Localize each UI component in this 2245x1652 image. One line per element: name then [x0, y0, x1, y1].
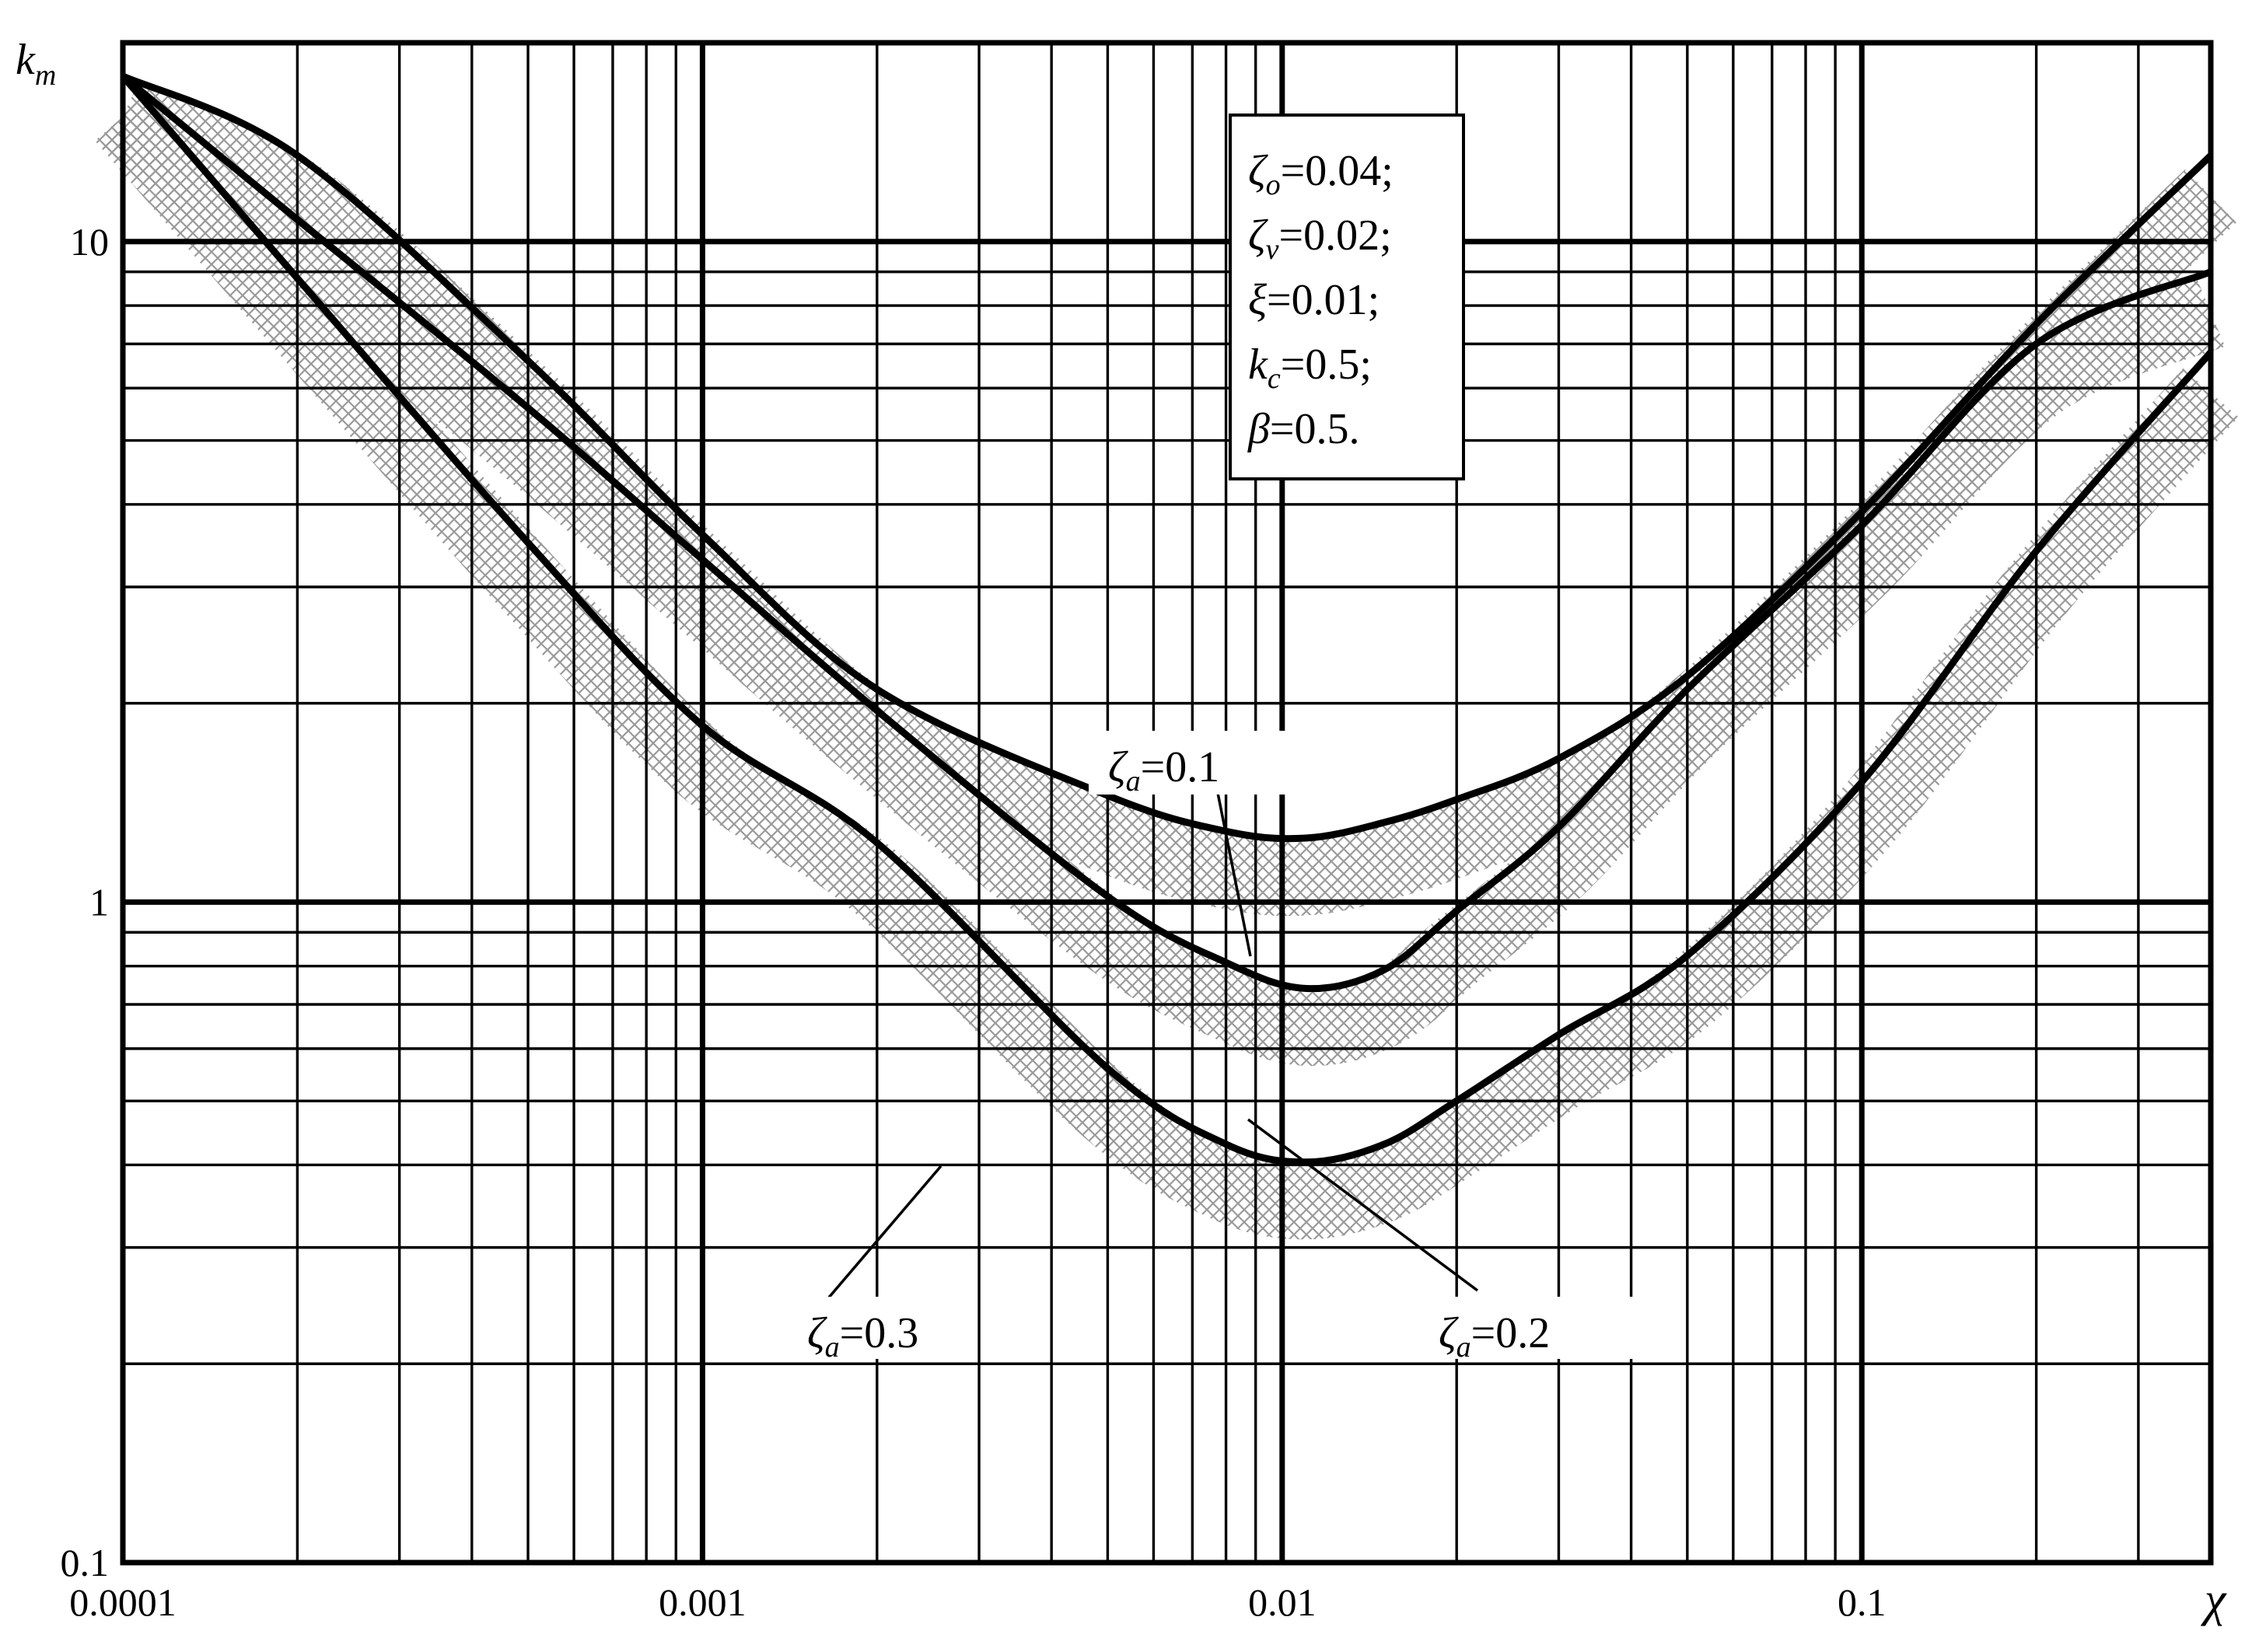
y-tick-label: 10 — [70, 220, 109, 264]
curve-labels: ζa=0.3 ζa=0.2 ζa=0.1 — [805, 731, 1633, 1364]
x-tick-labels: 0.0001 0.001 0.01 0.1 — [69, 1580, 1886, 1624]
leader-line — [1215, 788, 1252, 957]
shaded-bands — [95, 82, 2239, 1240]
y-tick-label: 1 — [89, 880, 109, 924]
series-line-1 — [120, 74, 2214, 1166]
leader-line — [1247, 1118, 1479, 1292]
x-tick-label: 0.0001 — [69, 1580, 177, 1624]
x-tick-label: 0.001 — [659, 1580, 747, 1624]
leader-line — [827, 1165, 942, 1300]
series-line-3 — [121, 72, 2214, 843]
parameter-line: β=0.5. — [1247, 405, 1359, 453]
series-label: ζa=0.3 — [807, 1309, 918, 1364]
label-backdrop — [1089, 731, 1299, 795]
series-label: ζa=0.1 — [1108, 743, 1219, 798]
x-axis-label: χ — [2201, 1573, 2227, 1626]
x-tick-label: 0.1 — [1838, 1580, 1887, 1624]
parameter-line: ξ=0.01; — [1248, 276, 1380, 324]
series-label: ζa=0.2 — [1439, 1309, 1550, 1364]
label-backdrop — [805, 1297, 898, 1359]
parameters-box: ζo=0.04; ζv=0.02; ξ=0.01; kc=0.5; β=0.5. — [1229, 114, 1465, 480]
series-line-2 — [121, 73, 2212, 993]
plot-frame — [120, 40, 2214, 1566]
label-backdrop — [1431, 1297, 1633, 1359]
curves — [120, 72, 2214, 1166]
y-tick-label: 0.1 — [61, 1541, 110, 1584]
parameter-line: ζo=0.04; — [1248, 147, 1394, 201]
y-tick-labels: 0.1 1 10 — [61, 220, 110, 1584]
parameter-line: ζv=0.02; — [1248, 211, 1392, 266]
y-axis-label: km — [16, 36, 56, 92]
parameter-line: kc=0.5; — [1248, 341, 1372, 395]
x-tick-label: 0.01 — [1248, 1580, 1317, 1624]
